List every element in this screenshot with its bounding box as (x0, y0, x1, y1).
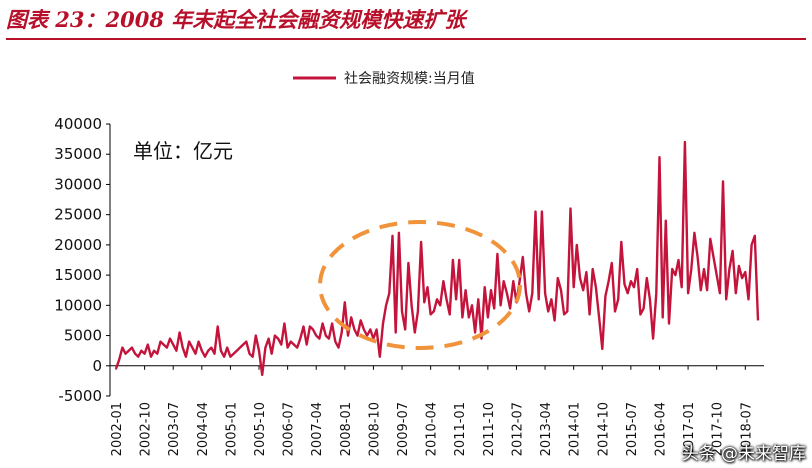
x-tick-label: 2016-04 (653, 402, 668, 456)
axes (109, 124, 764, 396)
y-tick-label: 20000 (54, 236, 102, 254)
x-tick-label: 2006-07 (282, 402, 297, 456)
x-tick-label: 2004-04 (196, 402, 211, 456)
highlight-ellipse (318, 220, 522, 350)
title-underline (6, 38, 806, 40)
y-tick-label: 0 (92, 357, 102, 375)
y-tick-label: 25000 (54, 206, 102, 224)
x-tick-label: 2010-04 (425, 402, 440, 456)
x-tick-label: 2007-04 (310, 402, 325, 456)
y-tick-label: -5000 (58, 387, 102, 405)
x-tick-label: 2008-10 (367, 402, 382, 456)
x-tick-label: 2014-10 (596, 402, 611, 456)
x-tick-label: 2015-07 (625, 402, 640, 456)
x-tick-label: 2005-10 (253, 402, 268, 456)
unit-label: 单位：亿元 (133, 139, 233, 163)
x-tick-label: 2017-01 (682, 402, 697, 456)
x-tick-label: 2017-10 (711, 402, 726, 456)
y-tick-label: 30000 (54, 175, 102, 193)
series-line (114, 140, 760, 376)
x-tick-label: 2003-07 (167, 402, 182, 456)
y-tick-label: 10000 (54, 296, 102, 314)
legend-label: 社会融资规模:当月值 (344, 71, 475, 87)
x-tick-label: 2002-10 (139, 402, 154, 456)
x-tick-label: 2012-07 (510, 402, 525, 456)
y-axis-ticks: -5000 0 5000 10000 15000 20000 25000 30000 35000… (54, 115, 110, 405)
figure-title: 图表 23：2008 年末起全社会融资规模快速扩张 (6, 7, 466, 32)
x-tick-label: 2013-04 (539, 402, 554, 456)
x-tick-label: 2008-01 (339, 402, 354, 456)
x-tick-label: 2002-01 (110, 402, 125, 456)
x-tick-label: 2009-07 (396, 402, 411, 456)
y-tick-label: 40000 (54, 115, 102, 133)
x-axis-ticks: 2002-01 2002-10 2003-07 2004-04 2005-01 2005-… (110, 365, 754, 456)
y-tick-label: 15000 (54, 266, 102, 284)
y-tick-label: 5000 (64, 327, 102, 345)
x-tick-label: 2005-01 (224, 402, 239, 456)
x-tick-label: 2014-01 (568, 402, 583, 456)
watermark: 头条 @未来智库 (681, 444, 806, 464)
x-tick-label: 2011-10 (482, 402, 497, 456)
y-tick-label: 35000 (54, 145, 102, 163)
x-tick-label: 2011-01 (453, 402, 468, 456)
legend: 社会融资规模:当月值 (293, 71, 475, 87)
x-tick-label: 2018-07 (739, 402, 754, 456)
